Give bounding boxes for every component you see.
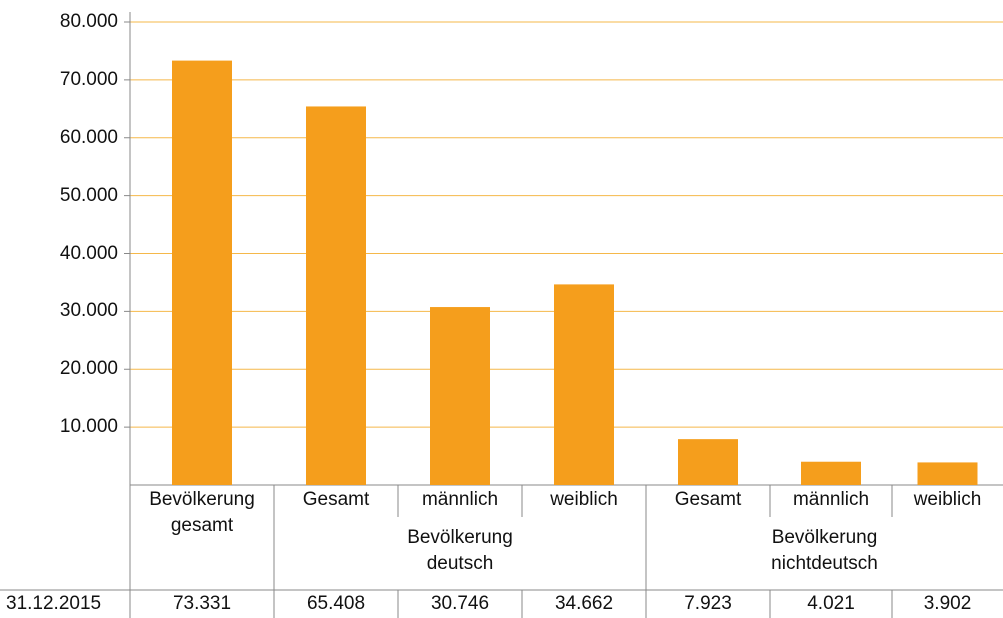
y-tick-label: 40.000	[59, 242, 118, 264]
y-tick-label: 70.000	[59, 68, 118, 90]
y-tick-label: 80.000	[59, 11, 118, 32]
legend-entry: 31.12.2015	[6, 593, 102, 614]
value-label: 34.662	[554, 593, 614, 614]
value-label: 7.923	[684, 593, 732, 614]
x-tick-label: männlich	[792, 489, 870, 510]
x-tick-label: weiblich	[913, 489, 982, 510]
bar	[678, 439, 738, 485]
x-tick-label: Gesamt	[302, 489, 370, 510]
x-tick-label: männlich	[421, 489, 499, 510]
x-tick-label: weiblich	[550, 489, 618, 510]
bar	[801, 461, 861, 485]
group-label: Bevölkerung deutsch	[407, 527, 513, 574]
bar	[430, 307, 490, 485]
y-tick-label: 30.000	[59, 300, 118, 322]
bar	[306, 106, 366, 485]
value-label: 4.021	[807, 593, 855, 614]
bar	[172, 60, 232, 486]
value-label: 73.331	[172, 593, 232, 614]
bar	[554, 284, 614, 485]
bar	[917, 462, 978, 485]
value-label: 65.408	[306, 593, 366, 614]
group-label: Bevölkerung nichtdeutsch	[771, 527, 878, 574]
x-tick-label: Bevölkerung gesamt	[149, 489, 255, 536]
y-tick-label: 60.000	[59, 126, 118, 148]
y-tick-label: 10.000	[59, 416, 118, 438]
y-tick-label: 50.000	[59, 184, 118, 206]
y-tick-label: 20.000	[59, 358, 118, 380]
value-label: 30.746	[430, 593, 490, 614]
value-label: 3.902	[923, 593, 972, 614]
x-tick-label: Gesamt	[674, 489, 742, 510]
